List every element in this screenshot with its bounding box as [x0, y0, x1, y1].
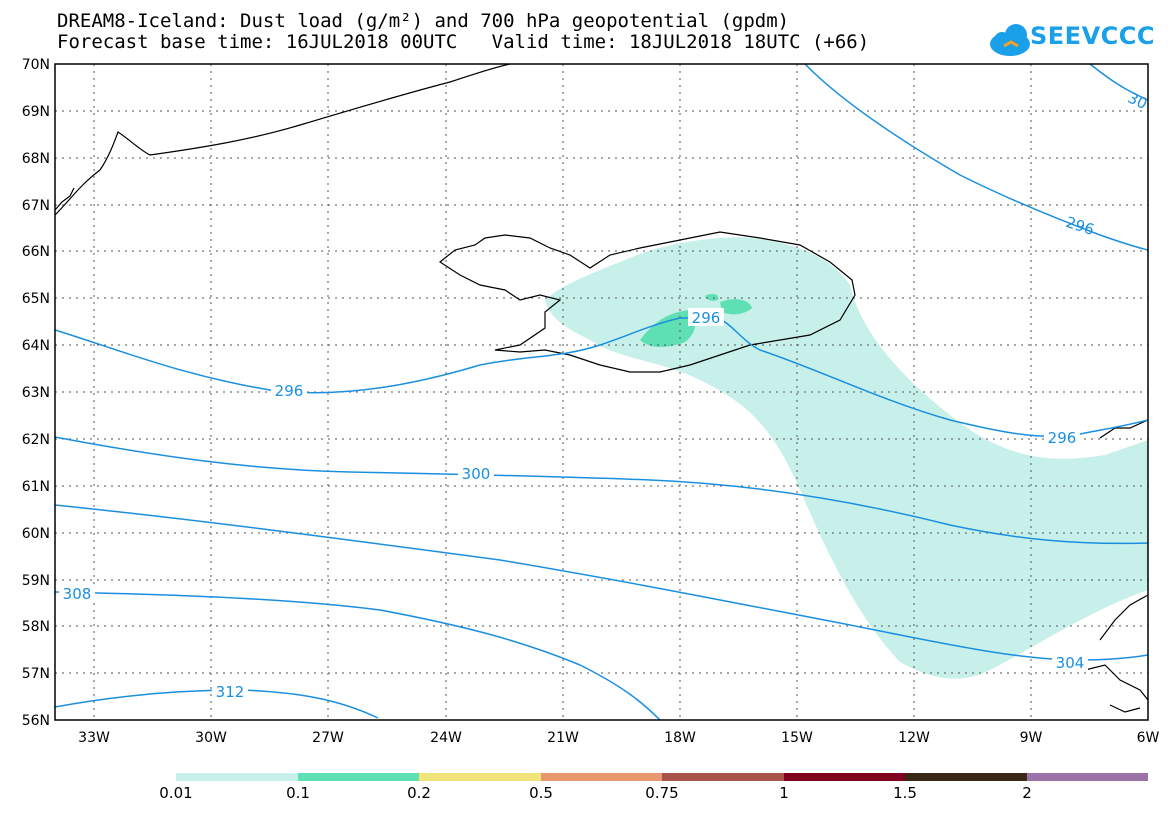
- longitude-labels: 33W 30W 27W 24W 21W 18W 15W 12W 9W 6W: [78, 730, 1159, 746]
- lon-label: 15W: [781, 730, 813, 746]
- colorbar-segment: [784, 773, 905, 781]
- forecast-times: Forecast base time: 16JUL2018 00UTC Vali…: [57, 31, 870, 53]
- greenland-coast: [54, 187, 75, 211]
- lat-label: 69N: [22, 104, 50, 120]
- lat-label: 60N: [22, 526, 50, 542]
- lat-label: 70N: [22, 57, 50, 73]
- lon-label: 21W: [547, 730, 579, 746]
- contour-label: 296: [275, 382, 304, 400]
- map-frame: [54, 63, 1149, 721]
- colorbar-label: 0.1: [286, 784, 310, 802]
- dust-area-mid: [705, 293, 719, 301]
- lat-label: 67N: [22, 198, 50, 214]
- lat-label: 62N: [22, 432, 50, 448]
- lat-label: 56N: [22, 713, 50, 729]
- colorbar-segment: [1027, 773, 1148, 781]
- dust-area-low: [545, 237, 1148, 679]
- colorbar-segment: [541, 773, 662, 781]
- lat-label: 58N: [22, 619, 50, 635]
- lat-label: 63N: [22, 385, 50, 401]
- seevccc-logo: [990, 24, 1030, 56]
- iceland-coast: [438, 231, 856, 373]
- contour-label: 304: [1056, 654, 1085, 672]
- map-title: DREAM8-Iceland: Dust load (g/m²) and 700…: [57, 10, 790, 32]
- scotland-coast: [1084, 594, 1149, 713]
- contour-300: [54, 436, 1149, 545]
- cloud-icon: [990, 24, 1030, 56]
- contour-label: 296: [1048, 429, 1077, 447]
- colorbar-label: 0.75: [645, 784, 679, 802]
- lon-label: 18W: [664, 730, 696, 746]
- lat-label: 64N: [22, 338, 50, 354]
- colorbar-label: 0.5: [529, 784, 553, 802]
- colorbar-label: 0.01: [159, 784, 193, 802]
- contour-300-ne: [1089, 63, 1149, 101]
- latitude-labels: 70N 69N 68N 67N 66N 65N 64N 63N 62N 61N …: [22, 57, 50, 729]
- coastlines: [54, 63, 1149, 713]
- lat-label: 65N: [22, 291, 50, 307]
- colorbar-segment: [662, 773, 784, 781]
- colorbar-label: 2: [1022, 784, 1032, 802]
- dust-area-mid: [720, 299, 752, 315]
- colorbar-segment: [298, 773, 419, 781]
- lon-label: 6W: [1137, 730, 1160, 746]
- colorbar-label: 0.2: [407, 784, 431, 802]
- contour-308: [54, 591, 661, 721]
- norway-coast: [1099, 419, 1149, 439]
- greenland-coast: [54, 63, 511, 216]
- lon-label: 24W: [430, 730, 462, 746]
- colorbar-segment: [419, 773, 541, 781]
- contour-296-ne: [804, 63, 1149, 251]
- lat-label: 66N: [22, 244, 50, 260]
- lon-label: 12W: [898, 730, 930, 746]
- contour-label: 296: [692, 309, 721, 327]
- graticule: [55, 64, 1148, 720]
- colorbar-label: 1: [779, 784, 789, 802]
- colorbar-segment: [176, 773, 298, 781]
- lon-label: 33W: [78, 730, 110, 746]
- lon-label: 27W: [312, 730, 344, 746]
- lat-label: 57N: [22, 666, 50, 682]
- colorbar-label: 1.5: [893, 784, 917, 802]
- lon-label: 9W: [1020, 730, 1043, 746]
- contour-label: 300: [462, 465, 491, 483]
- contour-label: 296: [1064, 213, 1097, 239]
- contour-label: 30: [1125, 89, 1150, 113]
- lon-label: 30W: [195, 730, 227, 746]
- contour-label: 312: [216, 683, 245, 701]
- lat-label: 61N: [22, 479, 50, 495]
- dust-area-mid: [640, 310, 696, 347]
- colorbar: [176, 773, 1148, 781]
- lat-label: 68N: [22, 151, 50, 167]
- colorbar-segment: [905, 773, 1027, 781]
- logo-text: SEEVCCC: [1030, 22, 1155, 50]
- contour-label: 308: [63, 585, 92, 603]
- lat-label: 59N: [22, 573, 50, 589]
